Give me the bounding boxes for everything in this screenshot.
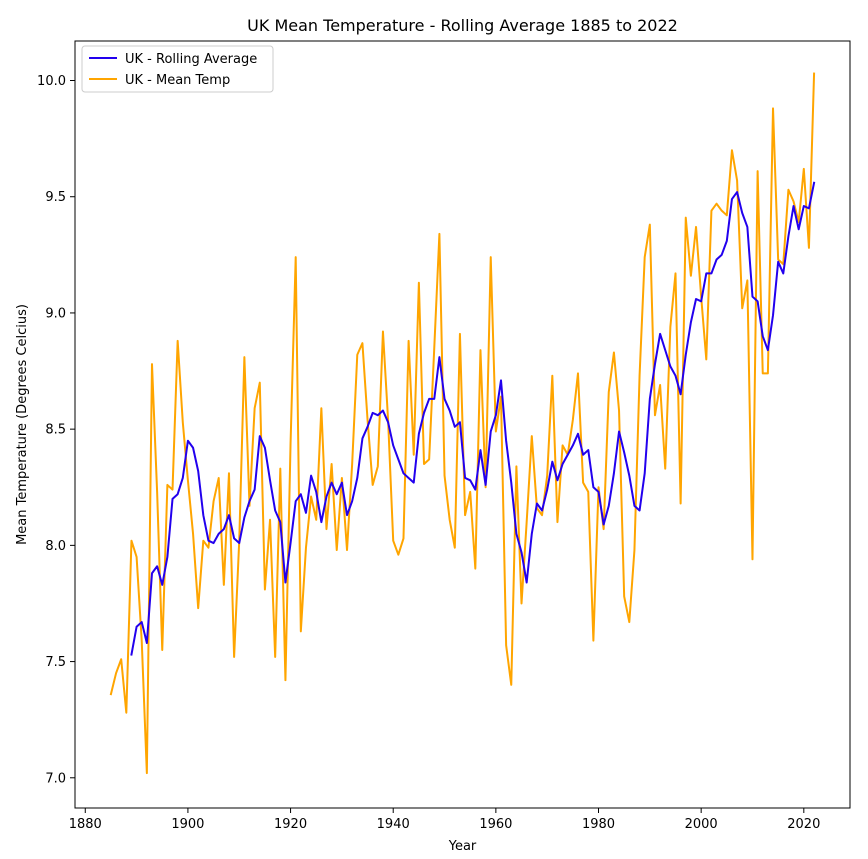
x-tick-label: 2020 [787, 817, 820, 832]
x-tick-label: 1880 [69, 817, 102, 832]
y-tick-label: 10.0 [37, 74, 66, 89]
series-layer [109, 72, 816, 775]
x-axis-label: Year [448, 839, 477, 854]
legend-label-rolling-average: UK - Rolling Average [125, 52, 257, 67]
series-line-uk-mean-temp [109, 72, 816, 775]
legend-label-mean-temp: UK - Mean Temp [125, 73, 230, 88]
plot-frame [74, 40, 851, 809]
y-tick-label: 7.5 [45, 655, 66, 670]
x-tick-label: 1900 [171, 817, 204, 832]
x-tick-label: 1920 [274, 817, 307, 832]
x-tick-label: 2000 [685, 817, 718, 832]
x-tick-label: 1960 [479, 817, 512, 832]
y-axis-label: Mean Temperature (Degrees Celcius) [15, 304, 30, 545]
y-tick-label: 7.0 [45, 771, 66, 786]
legend: UK - Rolling Average UK - Mean Temp [81, 45, 274, 93]
chart-title: UK Mean Temperature - Rolling Average 18… [247, 16, 678, 35]
y-axis: 7.0 7.5 8.0 8.5 9.0 9.5 10.0 [37, 74, 75, 786]
x-axis: 1880 1900 1920 1940 1960 1980 2000 2020 [69, 808, 820, 832]
y-tick-label: 8.0 [45, 539, 66, 554]
x-tick-label: 1980 [582, 817, 615, 832]
x-tick-label: 1940 [377, 817, 410, 832]
y-tick-label: 8.5 [45, 423, 66, 438]
y-tick-label: 9.0 [45, 306, 66, 321]
series-line-uk-rolling-average [130, 181, 816, 656]
y-tick-label: 9.5 [45, 190, 66, 205]
legend-box [81, 45, 274, 93]
